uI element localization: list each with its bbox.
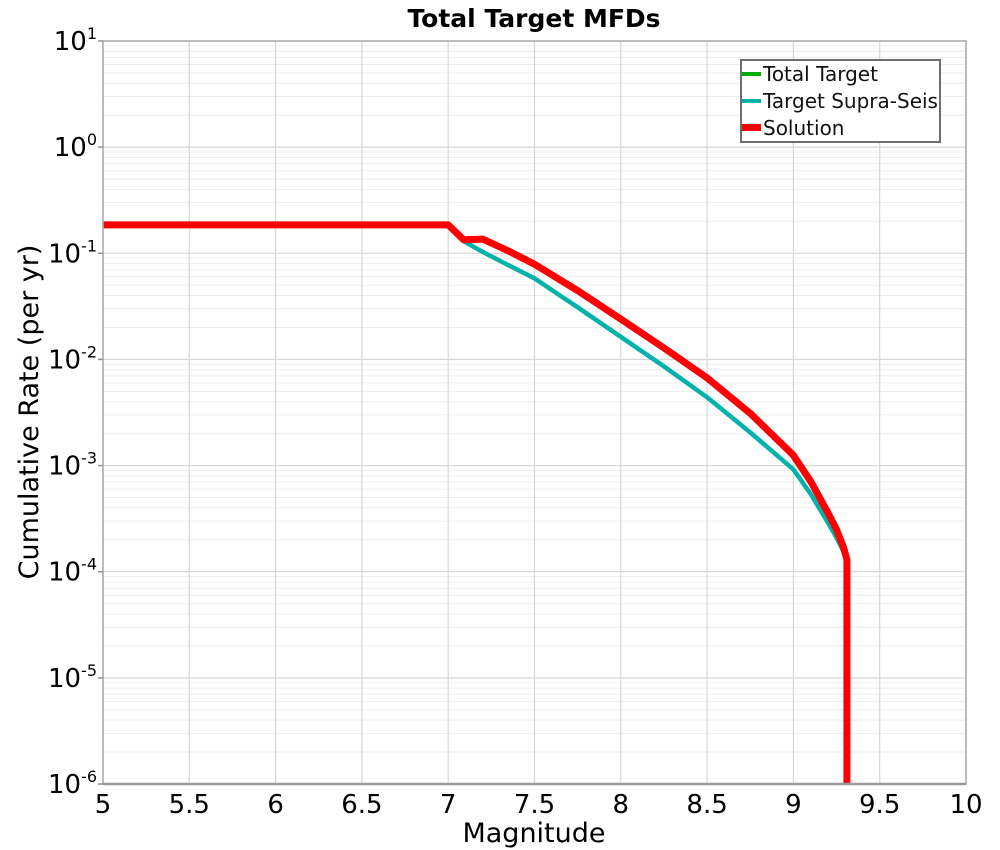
legend-item-solution: Solution: [742, 115, 939, 141]
legend-label: Total Target: [763, 62, 878, 87]
x-tick-label: 5: [95, 790, 112, 820]
data-series: [103, 221, 851, 784]
legend-item-target-supra-seis: Target Supra-Seis: [742, 88, 939, 114]
y-tick-label: 10-2: [48, 342, 97, 375]
x-tick-label: 9: [785, 790, 802, 820]
legend-line-swatch: [742, 124, 761, 132]
series-path-target-supra-seis: [462, 239, 849, 561]
legend-label: Solution: [763, 115, 845, 140]
legend-label: Target Supra-Seis: [763, 88, 938, 113]
series-path-solution: [103, 221, 851, 784]
legend: Total Target Target Supra-Seis Solution: [740, 59, 941, 143]
chart-title: Total Target MFDs: [407, 4, 660, 33]
x-tick-label: 8.5: [686, 790, 727, 820]
legend-line-swatch: [742, 98, 761, 104]
x-tick-label: 7.5: [514, 790, 555, 820]
x-tick-label: 9.5: [859, 790, 900, 820]
y-axis-label: Cumulative Rate (per yr): [14, 245, 45, 580]
x-tick-label: 10: [949, 790, 982, 820]
legend-item-total-target: Total Target: [742, 61, 939, 87]
tick-labels: 101 100 10-1 10-2 10-3 10-4 10-5 10-65 5.5 6 6.5 7 7…: [48, 24, 983, 820]
x-axis-label: Magnitude: [462, 818, 605, 849]
y-tick-label: 10-1: [48, 236, 97, 269]
x-tick-label: 7: [440, 790, 457, 820]
axes: [98, 40, 967, 786]
x-tick-label: 6.5: [341, 790, 382, 820]
x-tick-label: 5.5: [169, 790, 210, 820]
y-tick-label: 101: [54, 24, 97, 57]
x-tick-label: 6: [267, 790, 284, 820]
y-tick-label: 10-4: [48, 555, 97, 588]
y-tick-label: 100: [54, 130, 97, 163]
y-tick-label: 10-5: [48, 661, 97, 694]
y-tick-label: 10-3: [48, 449, 97, 482]
y-tick-label: 10-6: [48, 767, 97, 800]
x-tick-label: 8: [613, 790, 630, 820]
legend-line-swatch: [742, 72, 761, 77]
